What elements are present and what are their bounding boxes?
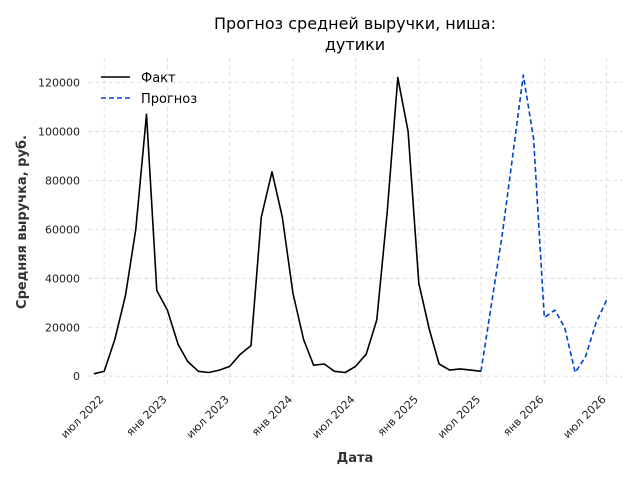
x-tick-label: июл 2026 — [561, 393, 609, 441]
chart-title-line-2: дутики — [325, 35, 385, 54]
y-tick-label: 0 — [73, 370, 80, 383]
y-tick-label: 60000 — [45, 223, 80, 236]
x-tick-label: янв 2024 — [249, 393, 295, 439]
y-tick-label: 40000 — [45, 272, 80, 285]
legend: Факт Прогноз — [101, 71, 197, 107]
x-tick-label: янв 2023 — [124, 393, 170, 439]
x-tick-label: июл 2024 — [310, 393, 358, 441]
grid-lines — [88, 58, 622, 386]
y-tick-labels: 0 20000 40000 60000 80000 100000 120000 — [38, 76, 80, 383]
x-tick-label: янв 2026 — [501, 393, 547, 439]
y-tick-label: 100000 — [38, 125, 80, 138]
y-tick-label: 20000 — [45, 321, 80, 334]
fact-series-line — [93, 76, 482, 375]
y-tick-label: 120000 — [38, 76, 80, 89]
y-axis-label: Средняя выручка, руб. — [15, 135, 30, 309]
x-tick-label: июл 2022 — [58, 393, 106, 441]
x-tick-label: июл 2023 — [184, 393, 232, 441]
y-tick-label: 80000 — [45, 174, 80, 187]
x-axis-label: Дата — [337, 451, 374, 466]
x-tick-label: янв 2025 — [375, 393, 421, 439]
legend-label-forecast: Прогноз — [141, 92, 197, 107]
x-tick-label: июл 2025 — [435, 393, 483, 441]
legend-label-fact: Факт — [141, 71, 176, 86]
forecast-series-line — [480, 74, 608, 374]
series-layer — [93, 74, 608, 375]
x-tick-labels: июл 2022 янв 2023 июл 2023 янв 2024 июл 2024… — [58, 393, 608, 441]
chart-title-line-1: Прогноз средней выручки, ниша: — [214, 14, 496, 33]
